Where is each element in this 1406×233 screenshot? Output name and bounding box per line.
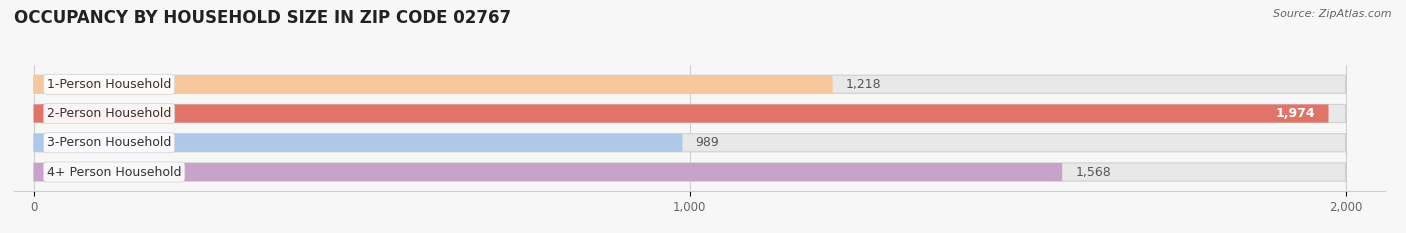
FancyBboxPatch shape (34, 134, 1346, 152)
FancyBboxPatch shape (34, 75, 832, 93)
FancyBboxPatch shape (34, 104, 1329, 123)
FancyBboxPatch shape (34, 134, 682, 152)
Text: OCCUPANCY BY HOUSEHOLD SIZE IN ZIP CODE 02767: OCCUPANCY BY HOUSEHOLD SIZE IN ZIP CODE … (14, 9, 512, 27)
Text: 1-Person Household: 1-Person Household (46, 78, 172, 91)
Text: Source: ZipAtlas.com: Source: ZipAtlas.com (1274, 9, 1392, 19)
FancyBboxPatch shape (34, 75, 1346, 93)
Text: 989: 989 (696, 136, 720, 149)
FancyBboxPatch shape (34, 163, 1346, 181)
Text: 4+ Person Household: 4+ Person Household (46, 165, 181, 178)
Text: 3-Person Household: 3-Person Household (46, 136, 172, 149)
FancyBboxPatch shape (34, 104, 1346, 123)
FancyBboxPatch shape (34, 163, 1062, 181)
Text: 1,568: 1,568 (1076, 165, 1111, 178)
Text: 1,974: 1,974 (1275, 107, 1316, 120)
Text: 1,218: 1,218 (846, 78, 882, 91)
Text: 2-Person Household: 2-Person Household (46, 107, 172, 120)
